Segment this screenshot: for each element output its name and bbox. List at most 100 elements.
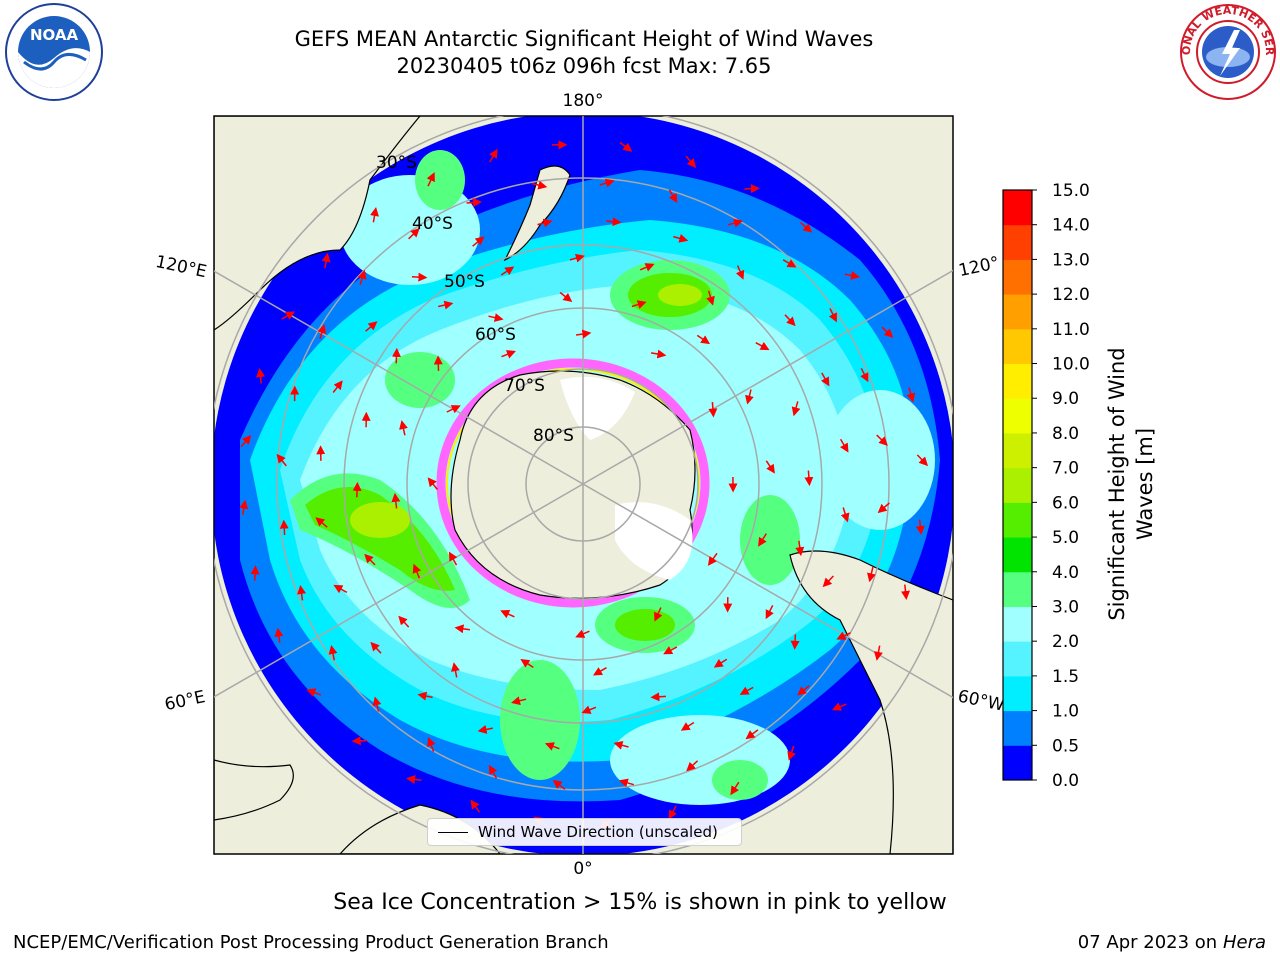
colorbar-segment [1003, 224, 1032, 260]
wind-arrow [836, 631, 851, 640]
colorbar-segment [1003, 328, 1032, 365]
wind-arrow [581, 705, 597, 714]
wind-arrow [739, 686, 754, 695]
colorbar-tick-label: 9.0 [1052, 389, 1079, 409]
wind-arrow [399, 420, 408, 436]
wind-arrow [370, 641, 382, 654]
wind-arrow [364, 553, 376, 566]
wind-arrow [544, 742, 560, 751]
south-america-land [789, 550, 953, 854]
wind-arrow [321, 252, 331, 269]
wind-arrow [631, 300, 647, 309]
colorbar-tick-label: 12.0 [1052, 285, 1090, 305]
lat-label-60s: 60°S [475, 325, 516, 345]
wind-arrow [707, 552, 718, 566]
wind-arrow [531, 180, 548, 190]
footer-date-text: 07 Apr 2023 on [1077, 932, 1218, 953]
wind-arrow [727, 218, 744, 228]
wind-arrow [365, 321, 378, 332]
footer-machine: Hera [1222, 932, 1266, 953]
wind-arrow [650, 692, 666, 702]
footer-organization: NCEP/EMC/Verification Post Processing Pr… [13, 932, 609, 953]
wind-arrow [618, 778, 635, 788]
wind-arrow [406, 774, 422, 784]
wind-arrow [874, 645, 883, 661]
colorbar-tick-label: 4.0 [1052, 563, 1079, 583]
wind-arrow [663, 646, 678, 655]
colorbar-tick-label: 10.0 [1052, 355, 1090, 375]
wind-arrow [650, 349, 667, 359]
wind-arrow [839, 438, 849, 453]
colorbar-tick-label: 0.0 [1052, 771, 1079, 791]
colorbar-tick-label: 3.0 [1052, 597, 1079, 617]
wind-arrow [831, 702, 847, 711]
wind-arrow [800, 222, 813, 233]
colorbar-segment [1003, 398, 1032, 434]
wind-arrow [511, 696, 527, 706]
wind-arrow [427, 477, 438, 490]
colorbar-tick-label: 1.0 [1052, 702, 1079, 722]
wind-arrow [745, 389, 754, 405]
wind-arrow [391, 492, 401, 509]
colorbar-segment [1003, 432, 1032, 469]
wind-arrow [782, 259, 797, 268]
wind-arrow [575, 629, 590, 638]
wind-arrow [297, 585, 307, 601]
lat-label-40s: 40°S [412, 214, 453, 234]
wind-arrow [575, 329, 592, 339]
colorbar-segment [1003, 537, 1032, 573]
wind-arrow [791, 401, 801, 417]
wind-arrow [758, 533, 767, 547]
wind-arrow [417, 691, 433, 701]
colorbar-segment [1003, 363, 1032, 399]
wind-arrow [592, 667, 607, 676]
chart-subtitle: 20230405 t06z 096h fcst Max: 7.65 [396, 54, 772, 78]
noaa-logo: NOAA [5, 3, 103, 101]
wind-arrow [713, 658, 728, 668]
wind-arrow [466, 198, 482, 208]
legend-label: Wind Wave Direction (unscaled) [478, 823, 718, 841]
wind-arrow [279, 519, 289, 536]
colorbar-tick-label: 0.5 [1052, 736, 1079, 756]
wind-arrow [306, 688, 322, 697]
sea-ice-caption: Sea Ice Concentration > 15% is shown in … [333, 890, 947, 915]
colorbar-tick-label: 6.0 [1052, 493, 1079, 513]
wind-arrow [745, 729, 759, 740]
svg-text:NOAA: NOAA [30, 26, 79, 44]
wind-arrow [730, 781, 740, 796]
weddell-ice-shelf [615, 502, 693, 580]
wind-arrow [901, 584, 910, 600]
wind-arrow [398, 615, 410, 628]
wind-arrow [619, 141, 633, 152]
colorbar-segment [1003, 467, 1032, 503]
wind-arrow [828, 308, 837, 323]
wind-arrow [559, 291, 573, 303]
colorbar-tick-label: 8.0 [1052, 424, 1079, 444]
wind-arrow [915, 519, 925, 535]
colorbar-frame [1002, 189, 1033, 781]
wind-arrow [790, 634, 800, 650]
wind-arrow [821, 372, 830, 387]
nws-logo: NATIONAL WEATHER SERVICE [1178, 2, 1276, 100]
wind-arrow [686, 760, 699, 772]
wind-arrow [446, 405, 461, 414]
wind-arrow [787, 745, 796, 761]
lat-label-80s: 80°S [533, 426, 574, 446]
wind-arrow [276, 453, 287, 467]
wind-arrow [500, 266, 515, 276]
lon-label-60w: 60°W [956, 686, 1006, 715]
wind-arrow [472, 236, 485, 247]
wind-arrow [281, 311, 295, 320]
wind-arrow [668, 189, 678, 203]
wind-arrow [906, 387, 916, 403]
wind-arrow [351, 736, 368, 746]
wind-arrow [391, 347, 401, 364]
wind-arrow [274, 627, 284, 644]
wind-arrow [370, 207, 379, 223]
wind-arrow [256, 368, 265, 384]
wind-arrow [332, 380, 343, 393]
lon-label-120w: 120° [957, 253, 1001, 281]
lon-label-60e: 60°E [163, 687, 207, 715]
colorbar-segment [1003, 502, 1032, 538]
wind-arrow [654, 607, 663, 622]
